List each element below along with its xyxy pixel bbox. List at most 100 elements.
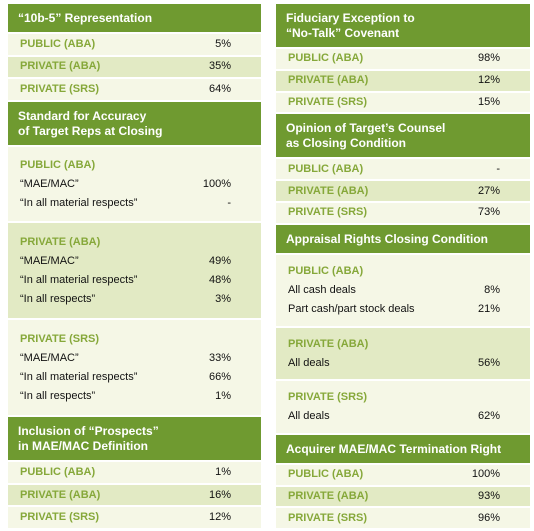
item-value: 33% (208, 351, 231, 364)
row-value: 5% (215, 37, 231, 50)
left-column: “10b-5” Representation PUBLIC (ABA) 5% PRIV… (8, 4, 261, 529)
section-header: Opinion of Target’s Counsel as Closing Co… (276, 114, 530, 158)
item-value: 56% (477, 356, 500, 369)
table-row: PRIVATE (SRS) 96% (276, 508, 530, 529)
group-label: PRIVATE (SRS) (20, 332, 100, 345)
row-label: PUBLIC (ABA) (20, 465, 96, 478)
right-column: Fiduciary Exception to “No-Talk” Covenant… (276, 4, 530, 529)
group-label-line: PUBLIC (ABA) (20, 156, 231, 175)
group-label: PRIVATE (ABA) (288, 337, 369, 350)
item-text: “In all respects” (20, 389, 96, 402)
item-value: 48% (208, 273, 231, 286)
item-value: 49% (208, 254, 231, 267)
group-label: PUBLIC (ABA) (20, 158, 96, 171)
item-text: All deals (288, 410, 330, 422)
row-label: PRIVATE (SRS) (288, 511, 368, 524)
header-line: Fiduciary Exception to (286, 11, 415, 25)
row-label: PRIVATE (SRS) (20, 511, 100, 524)
row-line: PUBLIC (ABA) 98% (288, 49, 500, 68)
item-value: 8% (484, 283, 500, 296)
item-value: 66% (208, 370, 231, 383)
row-line: PRIVATE (ABA) 12% (288, 71, 500, 90)
item-text: All cash deals (288, 283, 356, 296)
group-item: All deals 56% (288, 354, 500, 373)
section-header: “10b-5” Representation (8, 4, 261, 32)
section-header: Standard for Accuracy of Target Reps at C… (8, 101, 261, 145)
section-header: Acquirer MAE/MAC Termination Right (276, 434, 530, 463)
table-row: PRIVATE (SRS) 64% (8, 79, 261, 100)
group: PUBLIC (ABA) “MAE/MAC” 100% “In all materia… (8, 146, 261, 222)
item-text: “MAE/MAC” (20, 254, 79, 267)
row-value: 12% (208, 511, 231, 524)
row-value: 27% (477, 184, 500, 197)
table-row: PUBLIC (ABA) 5% (8, 34, 261, 55)
row-value: 100% (471, 468, 500, 481)
table-row: PUBLIC (ABA) 98% (276, 49, 530, 69)
item-text: “MAE/MAC” (20, 177, 79, 190)
row-label: PRIVATE (SRS) (20, 83, 100, 96)
item-value: 100% (202, 177, 231, 190)
item-value: 21% (477, 302, 500, 315)
group: PRIVATE (SRS) All deals 62% (276, 381, 530, 433)
row-label: PUBLIC (ABA) (288, 468, 364, 481)
row-value: 96% (477, 511, 500, 524)
group-label-line: PUBLIC (ABA) (288, 262, 500, 281)
row-label: PRIVATE (ABA) (20, 60, 101, 73)
group-label: PUBLIC (ABA) (288, 264, 364, 277)
table-row: PRIVATE (ABA) 27% (276, 181, 530, 201)
item-text: “In all respects” (20, 292, 96, 305)
group-label-line: PRIVATE (ABA) (288, 335, 500, 354)
row-line: PRIVATE (ABA) 93% (288, 487, 500, 506)
row-label: PRIVATE (ABA) (20, 488, 101, 501)
group-item: “In all material respects” 66% (20, 368, 231, 387)
group-item: “In all respects” 3% (20, 290, 231, 309)
header-line: “10b-5” Representation (18, 11, 153, 25)
item-value: 62% (477, 410, 500, 422)
header-line: Inclusion of “Prospects” (18, 424, 159, 439)
section-header: Appraisal Rights Closing Condition (276, 224, 530, 253)
header-line: as Closing Condition (286, 136, 406, 151)
header-line: in MAE/MAC Definition (18, 439, 148, 454)
group-item: “In all material respects” - (20, 194, 231, 213)
group-item: “MAE/MAC” 33% (20, 349, 231, 368)
group-label-line: PRIVATE (ABA) (20, 233, 231, 252)
header-line: Appraisal Rights Closing Condition (286, 231, 488, 246)
row-line: PUBLIC (ABA) 5% (20, 35, 231, 54)
row-label: PUBLIC (ABA) (20, 37, 96, 50)
group-label-line: PRIVATE (SRS) (288, 388, 500, 407)
group-item: All cash deals 8% (288, 281, 500, 300)
row-line: PRIVATE (SRS) 15% (288, 93, 500, 112)
row-value: 93% (477, 489, 500, 502)
table-row: PRIVATE (SRS) 12% (8, 507, 261, 529)
row-line: PUBLIC (ABA) - (288, 160, 500, 179)
group-item: All deals 62% (288, 407, 500, 426)
table-row: PRIVATE (ABA) 12% (276, 70, 530, 91)
row-value: 16% (208, 488, 231, 501)
table-row: PUBLIC (ABA) - (276, 159, 530, 180)
row-line: PRIVATE (SRS) 12% (20, 508, 231, 527)
row-value: 35% (208, 60, 231, 73)
item-text: Part cash/part stock deals (288, 302, 415, 315)
header-line: “No-Talk” Covenant (286, 26, 400, 40)
table-row: PUBLIC (ABA) 100% (276, 464, 530, 485)
item-value: 1% (215, 389, 231, 402)
row-value: - (496, 162, 500, 175)
row-label: PUBLIC (ABA) (288, 52, 364, 65)
row-line: PUBLIC (ABA) 100% (288, 465, 500, 484)
table-row: PUBLIC (ABA) 1% (8, 462, 261, 483)
row-value: 64% (208, 83, 231, 96)
group: PRIVATE (ABA) All deals 56% (276, 327, 530, 380)
row-label: PRIVATE (ABA) (288, 184, 369, 197)
group-item: “In all respects” 1% (20, 387, 231, 406)
item-text: “In all material respects” (20, 196, 138, 209)
row-label: PRIVATE (SRS) (288, 95, 368, 108)
row-label: PRIVATE (SRS) (288, 206, 368, 219)
row-value: 1% (215, 465, 231, 478)
group-item: “MAE/MAC” 100% (20, 175, 231, 194)
item-value: - (227, 196, 231, 209)
row-line: PUBLIC (ABA) 1% (20, 463, 231, 482)
item-text: All deals (288, 356, 330, 369)
table-row: PRIVATE (ABA) 16% (8, 484, 261, 506)
group: PRIVATE (SRS) “MAE/MAC” 33% “In all materia… (8, 320, 261, 416)
